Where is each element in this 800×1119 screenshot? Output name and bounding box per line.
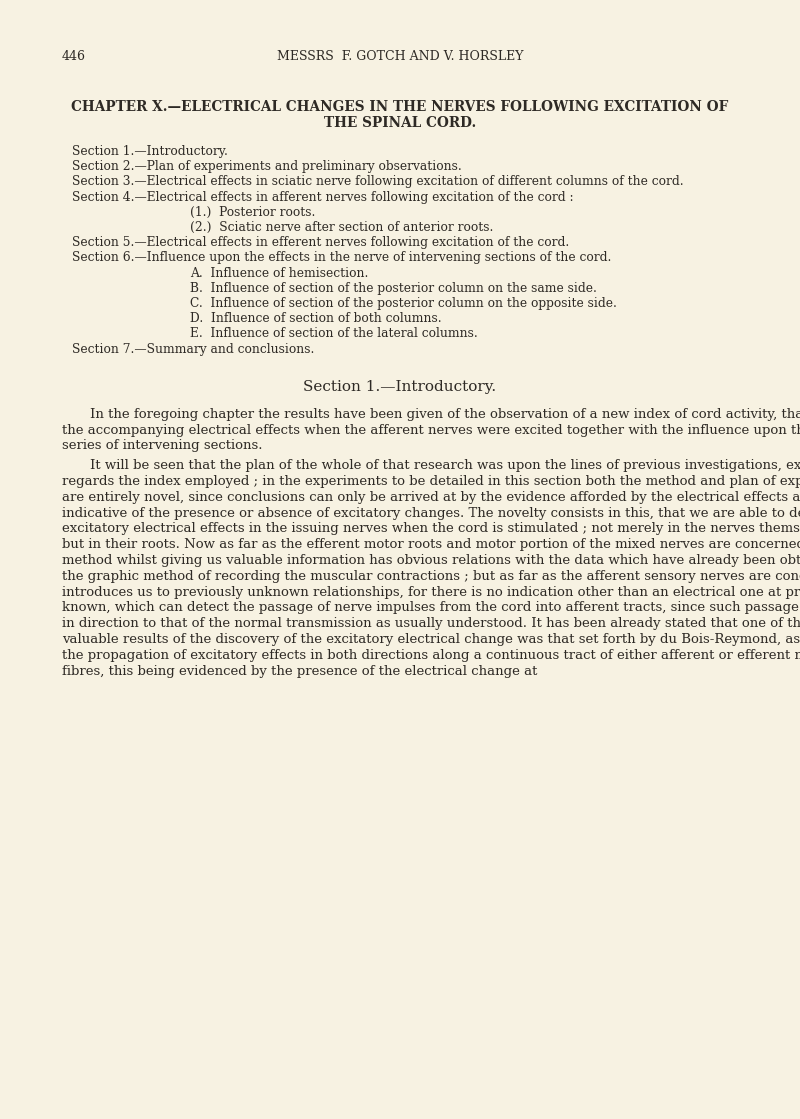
Text: Section 1.—Introductory.: Section 1.—Introductory. — [303, 379, 497, 394]
Text: Section 1.—Introductory.: Section 1.—Introductory. — [72, 145, 228, 158]
Text: method whilst giving us valuable information has obvious relations with the data: method whilst giving us valuable informa… — [62, 554, 800, 567]
Text: excitatory electrical effects in the issuing nerves when the cord is stimulated : excitatory electrical effects in the iss… — [62, 523, 800, 535]
Text: Section 5.—Electrical effects in efferent nerves following excitation of the cor: Section 5.—Electrical effects in efferen… — [72, 236, 570, 250]
Text: regards the index employed ; in the experiments to be detailed in this section b: regards the index employed ; in the expe… — [62, 474, 800, 488]
Text: are entirely novel, since conclusions can only be arrived at by the evidence aff: are entirely novel, since conclusions ca… — [62, 491, 800, 504]
Text: the accompanying electrical effects when the afferent nerves were excited togeth: the accompanying electrical effects when… — [62, 424, 800, 436]
Text: in direction to that of the normal transmission as usually understood. It has be: in direction to that of the normal trans… — [62, 618, 800, 630]
Text: In the foregoing chapter the results have been given of the observation of a new: In the foregoing chapter the results hav… — [90, 407, 800, 421]
Text: introduces us to previously unknown relationships, for there is no indication ot: introduces us to previously unknown rela… — [62, 585, 800, 599]
Text: Section 2.—Plan of experiments and preliminary observations.: Section 2.—Plan of experiments and preli… — [72, 160, 462, 173]
Text: 446: 446 — [62, 50, 86, 63]
Text: series of intervening sections.: series of intervening sections. — [62, 440, 262, 452]
Text: C.  Influence of section of the posterior column on the opposite side.: C. Influence of section of the posterior… — [190, 297, 617, 310]
Text: D.  Influence of section of both columns.: D. Influence of section of both columns. — [190, 312, 442, 326]
Text: the graphic method of recording the muscular contractions ; but as far as the af: the graphic method of recording the musc… — [62, 570, 800, 583]
Text: MESSRS  F. GOTCH AND V. HORSLEY: MESSRS F. GOTCH AND V. HORSLEY — [277, 50, 523, 63]
Text: Section 4.—Electrical effects in afferent nerves following excitation of the cor: Section 4.—Electrical effects in afferen… — [72, 190, 574, 204]
Text: valuable results of the discovery of the excitatory electrical change was that s: valuable results of the discovery of the… — [62, 633, 800, 646]
Text: fibres, this being evidenced by the presence of the electrical change at: fibres, this being evidenced by the pres… — [62, 665, 538, 678]
Text: indicative of the presence or absence of excitatory changes. The novelty consist: indicative of the presence or absence of… — [62, 507, 800, 519]
Text: Section 7.—Summary and conclusions.: Section 7.—Summary and conclusions. — [72, 342, 314, 356]
Text: Section 6.—Influence upon the effects in the nerve of intervening sections of th: Section 6.—Influence upon the effects in… — [72, 252, 611, 264]
Text: (1.)  Posterior roots.: (1.) Posterior roots. — [190, 206, 315, 219]
Text: (2.)  Sciatic nerve after section of anterior roots.: (2.) Sciatic nerve after section of ante… — [190, 220, 494, 234]
Text: Section 3.—Electrical effects in sciatic nerve following excitation of different: Section 3.—Electrical effects in sciatic… — [72, 176, 684, 188]
Text: known, which can detect the passage of nerve impulses from the cord into afferen: known, which can detect the passage of n… — [62, 601, 800, 614]
Text: B.  Influence of section of the posterior column on the same side.: B. Influence of section of the posterior… — [190, 282, 597, 294]
Text: A.  Influence of hemisection.: A. Influence of hemisection. — [190, 266, 368, 280]
Text: E.  Influence of section of the lateral columns.: E. Influence of section of the lateral c… — [190, 328, 478, 340]
Text: CHAPTER X.—ELECTRICAL CHANGES IN THE NERVES FOLLOWING EXCITATION OF: CHAPTER X.—ELECTRICAL CHANGES IN THE NER… — [71, 100, 729, 114]
Text: the propagation of excitatory effects in both directions along a continuous trac: the propagation of excitatory effects in… — [62, 649, 800, 661]
Text: THE SPINAL CORD.: THE SPINAL CORD. — [324, 116, 476, 130]
Text: It will be seen that the plan of the whole of that research was upon the lines o: It will be seen that the plan of the who… — [90, 459, 800, 472]
Text: but in their roots. Now as far as the efferent motor roots and motor portion of : but in their roots. Now as far as the ef… — [62, 538, 800, 552]
